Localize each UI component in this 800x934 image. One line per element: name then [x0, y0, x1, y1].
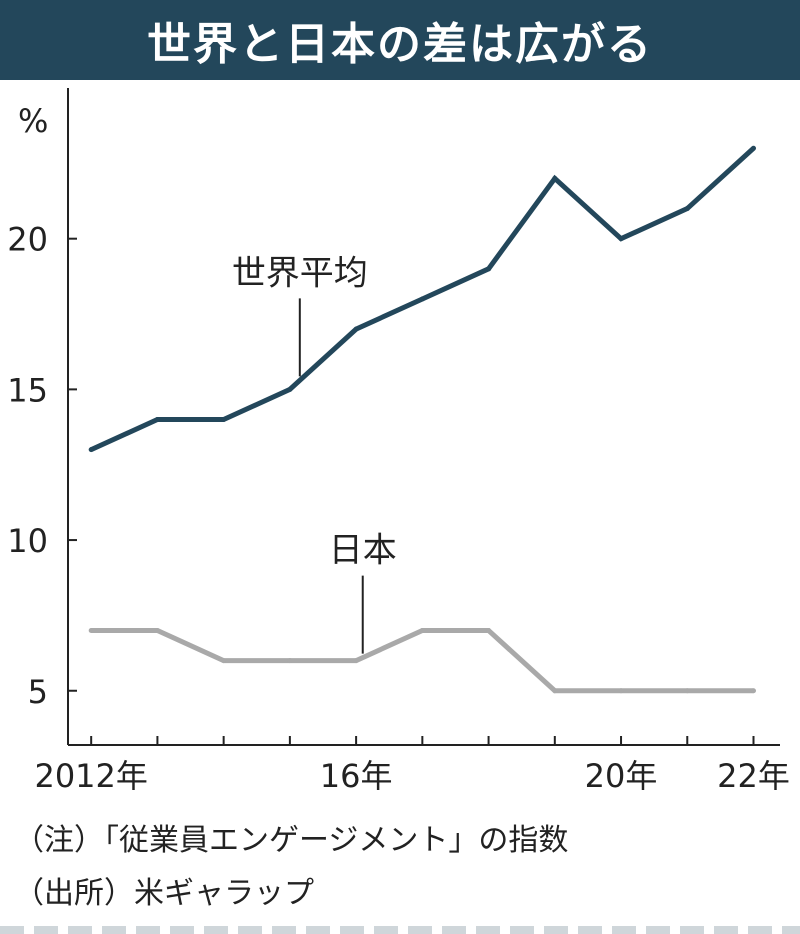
data-point-world-2021 [684, 206, 690, 212]
data-point-world-2013 [154, 417, 160, 423]
data-point-japan-2018 [486, 627, 492, 633]
x-tick-label-2022: 22年 [717, 757, 790, 795]
series-line-japan [91, 627, 754, 694]
y-tick-label-5: 5 [28, 673, 48, 711]
data-point-japan-2015 [287, 658, 293, 664]
bottom-decoration [0, 926, 800, 934]
data-point-japan-2017 [419, 627, 425, 633]
data-point-japan-2016 [353, 658, 359, 664]
series-layer [88, 145, 757, 694]
data-point-japan-2012 [88, 627, 94, 633]
x-tick-label-2016: 16年 [320, 757, 393, 795]
x-tick-label-2012: 2012年 [34, 757, 147, 795]
data-point-japan-2022 [751, 688, 757, 694]
data-point-japan-2020 [618, 688, 624, 694]
data-point-world-2014 [221, 417, 227, 423]
data-point-world-2018 [486, 266, 492, 272]
data-point-world-2015 [287, 386, 293, 392]
y-tick-label-15: 15 [7, 371, 48, 409]
chart-title-bar: 世界と日本の差は広がる [0, 0, 800, 80]
y-tick-label-20: 20 [7, 221, 48, 259]
y-tick-label-10: 10 [7, 522, 48, 560]
series-label-world: 世界平均 [232, 253, 368, 293]
data-point-world-2022 [751, 145, 757, 151]
x-tick-label-2020: 20年 [585, 757, 658, 795]
data-point-world-2019 [552, 175, 558, 181]
axes: 5 10 15 20% 2012年 16年 20年 22年 [7, 88, 790, 795]
chart-title: 世界と日本の差は広がる [147, 19, 653, 70]
data-point-world-2017 [419, 296, 425, 302]
data-point-world-2016 [353, 326, 359, 332]
data-point-japan-2021 [684, 688, 690, 694]
chart-note: （注）「従業員エンゲージメント」の指数 [14, 823, 569, 858]
data-point-japan-2019 [552, 688, 558, 694]
data-point-japan-2014 [221, 658, 227, 664]
chart-source: （出所）米ギャラップ [14, 876, 314, 911]
data-point-world-2020 [618, 236, 624, 242]
data-point-world-2012 [88, 447, 94, 453]
data-point-japan-2013 [154, 627, 160, 633]
series-label-japan: 日本 [329, 531, 397, 571]
y-unit-label: % [18, 102, 48, 140]
